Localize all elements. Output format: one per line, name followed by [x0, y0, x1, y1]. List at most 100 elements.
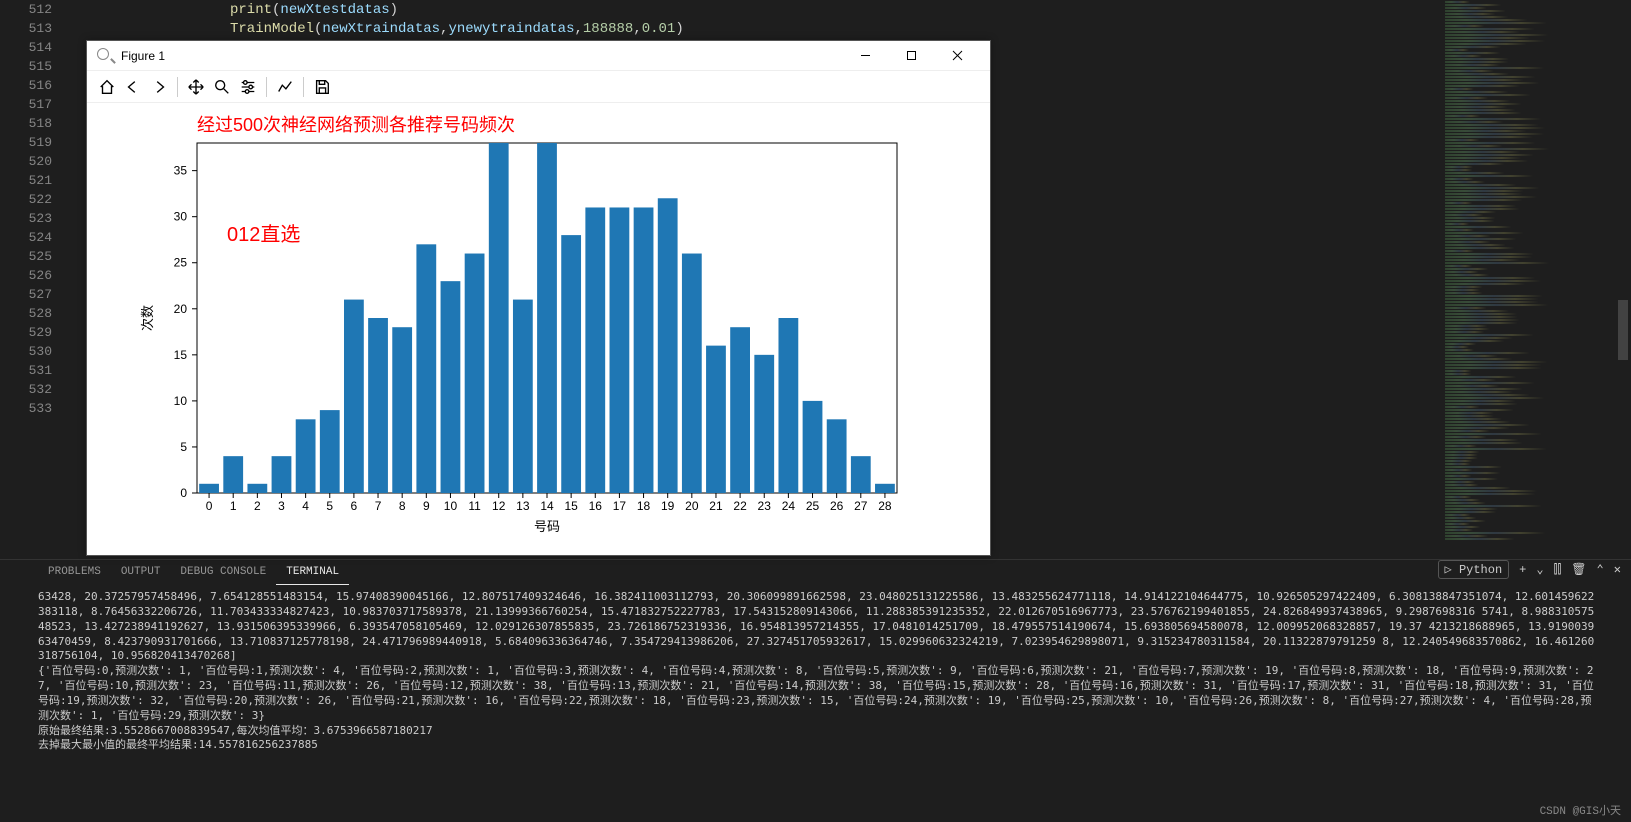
close-panel-icon[interactable]: ✕	[1614, 562, 1621, 577]
bar	[585, 207, 605, 493]
bar	[489, 143, 509, 493]
panel-actions: ▷ Python + ⌄ ⫿⫿ 🗑 ⌃ ✕	[1438, 560, 1621, 579]
figure-titlebar[interactable]: Figure 1	[87, 41, 990, 71]
terminal-dropdown-icon[interactable]: ⌄	[1536, 562, 1543, 577]
bar	[706, 346, 726, 493]
svg-text:6: 6	[351, 499, 358, 513]
svg-text:10: 10	[174, 394, 188, 408]
bar	[875, 484, 895, 493]
bar	[392, 327, 412, 493]
bar	[730, 327, 750, 493]
bar	[803, 401, 823, 493]
configure-icon[interactable]	[236, 75, 260, 99]
bar	[851, 456, 871, 493]
svg-text:22: 22	[733, 499, 747, 513]
svg-text:13: 13	[516, 499, 530, 513]
svg-text:0: 0	[180, 486, 187, 500]
trash-icon[interactable]: 🗑	[1571, 562, 1586, 577]
bar	[513, 300, 533, 493]
bar	[247, 484, 267, 493]
pan-icon[interactable]	[184, 75, 208, 99]
editor-scrollbar[interactable]	[1616, 0, 1631, 555]
maximize-button[interactable]	[888, 41, 934, 71]
edit-axis-icon[interactable]	[273, 75, 297, 99]
bar	[610, 207, 630, 493]
bar	[416, 244, 436, 493]
svg-text:4: 4	[302, 499, 309, 513]
panel-tab-problems[interactable]: PROBLEMS	[38, 560, 111, 585]
panel-tab-debug-console[interactable]: DEBUG CONSOLE	[170, 560, 276, 585]
bar	[199, 484, 219, 493]
bar	[827, 419, 847, 493]
line-number: 521	[0, 173, 80, 188]
panel-tab-terminal[interactable]: TERMINAL	[276, 560, 349, 585]
svg-text:19: 19	[661, 499, 675, 513]
bar	[537, 143, 557, 493]
bar	[441, 281, 461, 493]
svg-text:15: 15	[174, 348, 188, 362]
svg-text:8: 8	[399, 499, 406, 513]
svg-text:5: 5	[180, 440, 187, 454]
terminal-runner-selector[interactable]: ▷ Python	[1438, 560, 1510, 579]
save-icon[interactable]	[310, 75, 334, 99]
figure-app-icon	[97, 48, 113, 64]
home-icon[interactable]	[95, 75, 119, 99]
line-number: 516	[0, 78, 80, 93]
svg-text:27: 27	[854, 499, 868, 513]
line-number: 519	[0, 135, 80, 150]
bar	[272, 456, 292, 493]
line-number: 533	[0, 401, 80, 416]
svg-text:20: 20	[174, 302, 188, 316]
bar	[561, 235, 581, 493]
panel-tabs: PROBLEMSOUTPUTDEBUG CONSOLETERMINAL ▷ Py…	[0, 559, 1631, 585]
code-line[interactable]: TrainModel(newXtraindatas,ynewytraindata…	[80, 21, 684, 37]
svg-text:28: 28	[878, 499, 892, 513]
svg-text:0: 0	[206, 499, 213, 513]
close-button[interactable]	[934, 41, 980, 71]
line-number: 525	[0, 249, 80, 264]
scrollbar-thumb[interactable]	[1618, 300, 1628, 360]
chart-title: 经过500次神经网络预测各推荐号码频次	[197, 111, 515, 137]
svg-text:11: 11	[468, 499, 481, 513]
svg-text:21: 21	[709, 499, 723, 513]
watermark: CSDN @GIS小天	[1540, 802, 1621, 818]
line-number: 517	[0, 97, 80, 112]
svg-text:17: 17	[613, 499, 627, 513]
bar	[634, 207, 654, 493]
line-number: 512	[0, 2, 80, 17]
svg-text:9: 9	[423, 499, 430, 513]
code-line[interactable]: print(newXtestdatas)	[80, 2, 398, 18]
line-number: 522	[0, 192, 80, 207]
maximize-panel-icon[interactable]: ⌃	[1597, 562, 1604, 577]
line-number: 518	[0, 116, 80, 131]
svg-text:18: 18	[637, 499, 651, 513]
split-terminal-icon[interactable]: ⫿⫿	[1554, 563, 1562, 577]
line-number: 520	[0, 154, 80, 169]
terminal-output[interactable]: 63428, 20.37257957458496, 7.654128551483…	[38, 590, 1598, 820]
minimize-button[interactable]	[842, 41, 888, 71]
line-number: 523	[0, 211, 80, 226]
line-number: 515	[0, 59, 80, 74]
svg-text:7: 7	[375, 499, 382, 513]
forward-icon[interactable]	[147, 75, 171, 99]
minimap[interactable]	[1440, 0, 1600, 555]
plot-area[interactable]: 0510152025303501234567891011121314151617…	[87, 103, 990, 555]
zoom-icon[interactable]	[210, 75, 234, 99]
svg-text:16: 16	[589, 499, 603, 513]
bar	[296, 419, 316, 493]
new-terminal-icon[interactable]: +	[1519, 563, 1526, 577]
panel-tab-output[interactable]: OUTPUT	[111, 560, 171, 585]
bar	[344, 300, 364, 493]
line-number: 514	[0, 40, 80, 55]
svg-text:10: 10	[444, 499, 458, 513]
figure-window[interactable]: Figure 1 0510152025303501234567891011121…	[86, 40, 991, 556]
svg-text:1: 1	[230, 499, 237, 513]
back-icon[interactable]	[121, 75, 145, 99]
svg-text:号码: 号码	[534, 519, 560, 534]
bar	[682, 254, 702, 493]
line-number: 532	[0, 382, 80, 397]
svg-text:15: 15	[564, 499, 578, 513]
bar	[223, 456, 243, 493]
svg-text:次数: 次数	[140, 305, 155, 331]
chart-annotation: 012直选	[227, 218, 300, 247]
